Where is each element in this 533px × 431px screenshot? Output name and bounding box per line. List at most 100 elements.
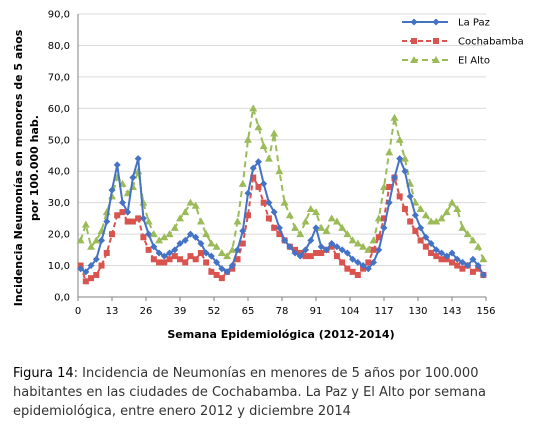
data-point	[333, 243, 341, 251]
data-point	[338, 223, 347, 231]
data-point	[170, 223, 179, 231]
data-point	[155, 249, 163, 257]
caption-text: : Incidencia de Neumonías en menores de …	[13, 366, 487, 419]
data-point	[353, 239, 362, 247]
data-point	[474, 242, 483, 250]
data-point	[259, 142, 268, 150]
data-point	[82, 268, 90, 276]
data-point	[192, 256, 199, 263]
data-point	[458, 223, 467, 231]
data-point	[359, 262, 367, 270]
y-axis-title-line-2: por 100.000 hab.	[28, 115, 41, 221]
data-point	[396, 155, 404, 163]
data-point	[213, 258, 221, 266]
data-point	[81, 220, 90, 228]
y-tick-label: 70,0	[48, 72, 70, 83]
data-point	[302, 253, 309, 260]
data-point	[124, 208, 132, 216]
data-point	[400, 154, 409, 162]
data-point	[396, 193, 403, 200]
x-tick-label: 65	[242, 306, 255, 317]
data-point	[275, 167, 284, 175]
data-point	[422, 233, 430, 241]
data-point	[145, 246, 152, 253]
data-point	[207, 239, 216, 247]
data-point	[479, 271, 487, 279]
data-point	[150, 256, 157, 263]
data-point	[432, 217, 441, 225]
data-point	[364, 245, 373, 253]
data-point	[433, 253, 440, 260]
y-axis-title-line-1: Incidencia Neumonías en menores de 5 año…	[12, 29, 25, 306]
data-point	[313, 249, 319, 256]
data-point	[438, 256, 445, 263]
data-point	[296, 230, 305, 238]
data-point	[197, 240, 205, 248]
data-point	[427, 240, 435, 248]
data-point	[217, 248, 226, 256]
data-point	[249, 104, 258, 112]
data-point	[306, 204, 315, 212]
data-point	[443, 252, 451, 260]
data-point	[438, 249, 446, 257]
data-point	[150, 243, 158, 251]
data-point	[234, 256, 241, 263]
data-point	[244, 189, 252, 197]
data-point	[113, 161, 121, 169]
data-point	[312, 224, 320, 232]
data-point	[380, 182, 388, 190]
data-point	[354, 258, 362, 266]
legend-item: Cochabamba	[402, 37, 524, 48]
data-point	[364, 265, 372, 273]
data-point	[291, 223, 300, 231]
data-point	[109, 231, 115, 238]
data-point	[327, 214, 336, 222]
data-point	[238, 179, 247, 187]
data-point	[212, 242, 221, 250]
data-point	[213, 271, 220, 278]
data-point	[218, 275, 225, 282]
figure-caption: Figura 14: Incidencia de Neumonías en me…	[13, 364, 528, 421]
data-point	[239, 227, 247, 235]
data-point	[228, 262, 236, 270]
x-tick-label: 130	[408, 306, 427, 317]
data-point	[255, 183, 262, 190]
data-point	[196, 217, 205, 225]
data-point	[370, 246, 377, 253]
legend-marker	[410, 18, 418, 26]
data-point	[390, 174, 398, 182]
data-point	[171, 253, 178, 260]
data-point	[233, 217, 242, 225]
data-point	[322, 246, 330, 254]
data-point	[381, 215, 387, 222]
data-point	[463, 230, 472, 238]
data-point	[375, 246, 383, 254]
data-point	[442, 208, 451, 216]
legend-item: La Paz	[402, 18, 490, 29]
data-point	[422, 243, 429, 250]
data-point	[448, 249, 456, 257]
data-point	[348, 236, 357, 244]
data-point	[406, 192, 414, 200]
data-point	[307, 236, 315, 244]
data-point	[88, 275, 95, 282]
data-point	[155, 236, 164, 244]
data-point	[385, 148, 394, 156]
data-point	[87, 262, 95, 270]
data-point	[359, 242, 368, 250]
data-point	[260, 199, 267, 206]
x-tick-label: 156	[476, 306, 495, 317]
data-point	[166, 256, 173, 263]
x-tick-label: 52	[208, 306, 221, 317]
x-axis-title: Semana Epidemiológica (2012-2014)	[167, 328, 394, 341]
data-point	[134, 155, 142, 163]
data-point	[223, 252, 232, 260]
y-tick-label: 30,0	[48, 198, 70, 209]
series-el-alto	[76, 104, 488, 263]
y-tick-label: 90,0	[48, 10, 70, 21]
data-point	[417, 237, 424, 244]
y-tick-label: 50,0	[48, 135, 70, 146]
data-point	[124, 218, 131, 225]
data-point	[428, 249, 435, 256]
data-point	[160, 233, 169, 241]
